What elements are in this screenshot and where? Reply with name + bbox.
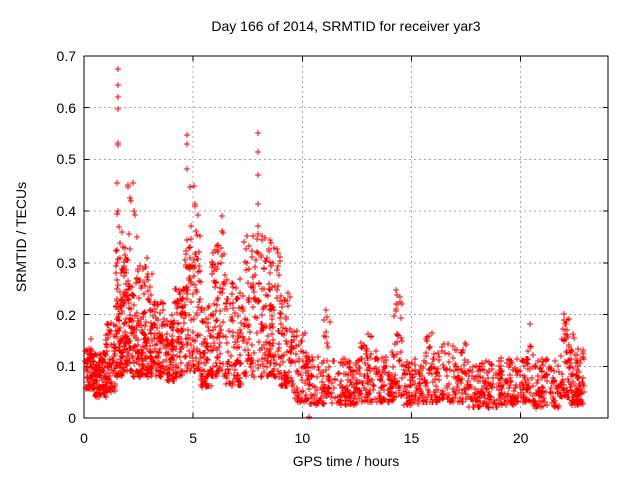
x-axis-title: GPS time / hours (292, 453, 400, 469)
y-axis-title: SRMTID / TECUs (13, 181, 29, 293)
y-tick-label: 0 (68, 410, 76, 426)
x-tick-label: 5 (189, 430, 198, 446)
axis-ticks (83, 55, 608, 419)
chart-title: Day 166 of 2014, SRMTID for receiver yar… (211, 18, 481, 34)
plot-border (83, 55, 609, 419)
y-tick-label: 0.5 (56, 151, 76, 168)
x-tick-label: 10 (294, 430, 311, 446)
x-tick-label: 0 (80, 430, 88, 446)
y-tick-label: 0.3 (56, 254, 76, 271)
x-tick-label: 15 (403, 430, 420, 446)
y-tick-label: 0.6 (56, 99, 76, 116)
y-tick-label: 0.1 (56, 358, 76, 375)
y-tick-label: 0.7 (56, 48, 76, 64)
scatter-points (82, 66, 587, 420)
y-tick-label: 0.2 (56, 306, 76, 323)
y-tick-label: 0.4 (56, 203, 76, 220)
x-tick-label: 20 (512, 430, 529, 446)
grid-lines (84, 56, 608, 418)
